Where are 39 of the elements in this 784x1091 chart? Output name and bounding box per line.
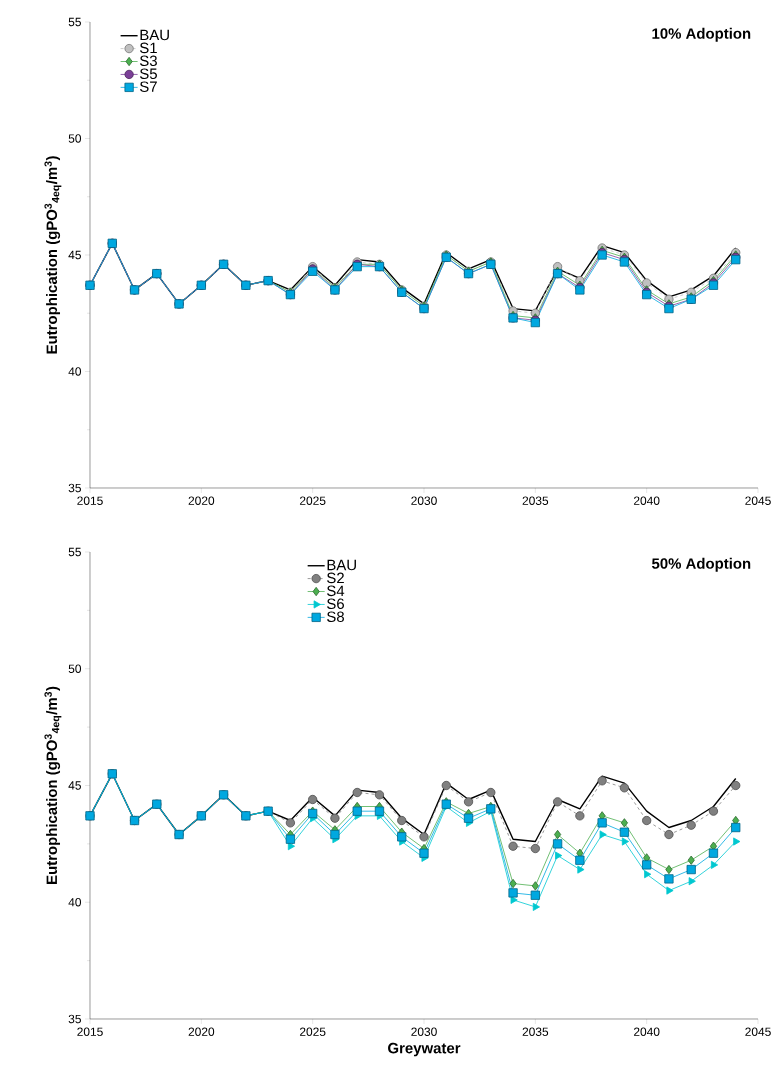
x-tick-label: 2015 <box>77 1027 103 1036</box>
legend-label: BAU <box>140 29 169 41</box>
y-tick-label: 55 <box>68 547 81 557</box>
annotation: 50% Adoption <box>651 557 751 572</box>
x-tick-label: 2020 <box>188 1027 215 1036</box>
x-tick-label: 2045 <box>745 1027 771 1036</box>
x-tick-label: 2030 <box>411 496 437 505</box>
legend-label: S7 <box>139 81 157 92</box>
x-tick-label: 2015 <box>77 496 103 505</box>
x-tick-label: 2035 <box>522 496 549 505</box>
legend-label: S6 <box>327 598 344 610</box>
y-tick-label: 45 <box>68 781 81 790</box>
y-tick-label: 45 <box>68 250 81 260</box>
legend-label: S5 <box>139 68 157 80</box>
y-axis-title: Eutrophication (gPO$^{3}$$_{4eq}$/m$^{3}$) <box>44 156 62 354</box>
y-tick-label: 40 <box>68 367 82 376</box>
y-tick-label: 35 <box>68 1014 81 1024</box>
y-axis-title: Eutrophication (gPO$^{3}$$_{4eq}$/m$^{3}$) <box>44 686 62 884</box>
x-tick-label: 2045 <box>745 496 771 505</box>
annotation: 10% Adoption <box>652 27 751 42</box>
y-tick-label: 50 <box>68 134 82 143</box>
x-tick-label: 2040 <box>633 1027 660 1036</box>
y-tick-label: 55 <box>68 17 81 27</box>
legend-label: S2 <box>327 572 344 584</box>
legend-label: BAU <box>327 559 356 571</box>
y-tick-label: 40 <box>68 898 82 907</box>
y-tick-label: 50 <box>68 664 82 673</box>
y-tick-label: 35 <box>68 483 81 493</box>
legend-label: S8 <box>327 611 344 622</box>
x-tick-label: 2020 <box>188 496 215 505</box>
x-tick-label: 2025 <box>299 1027 326 1036</box>
x-tick-label: 2035 <box>522 1027 549 1036</box>
legend-label: S1 <box>139 42 157 54</box>
legend-label: S3 <box>139 55 157 67</box>
x-tick-label: 2025 <box>299 496 326 505</box>
x-axis-title: Greywater <box>388 1042 461 1057</box>
x-tick-label: 2040 <box>633 496 660 505</box>
x-tick-label: 2030 <box>411 1027 437 1036</box>
legend-label: S4 <box>327 585 345 597</box>
